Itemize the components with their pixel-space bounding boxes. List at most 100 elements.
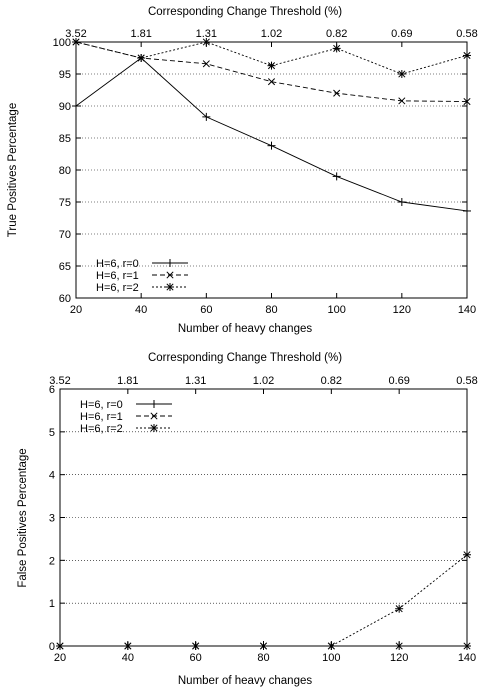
chart-x-axis-title: Number of heavy changes — [178, 675, 312, 687]
y-tick-label: 60 — [59, 293, 71, 305]
y-tick-label: 3 — [49, 513, 55, 525]
x2-tick-label: 0.82 — [321, 375, 342, 387]
data-point — [397, 70, 406, 78]
legend-marker — [166, 259, 174, 267]
marker-stroke — [192, 642, 200, 650]
data-point — [332, 172, 341, 181]
marker-stroke — [333, 44, 341, 52]
series-line-2 — [60, 554, 468, 647]
x2-tick-label: 0.58 — [456, 28, 477, 40]
y-tick-label: 70 — [59, 229, 71, 241]
data-point — [56, 642, 64, 650]
marker-stroke — [395, 605, 403, 613]
y-tick-label: 85 — [59, 133, 71, 145]
y-tick-label: 75 — [59, 197, 71, 209]
data-point — [395, 642, 403, 650]
data-point — [267, 61, 276, 70]
marker-stroke — [150, 424, 158, 432]
data-point — [463, 642, 471, 650]
data-point — [123, 642, 132, 650]
marker-stroke — [166, 271, 174, 279]
data-point — [259, 642, 268, 650]
x2-tick-label: 1.02 — [261, 28, 282, 40]
marker-stroke — [463, 51, 471, 59]
chart-y-axis-title: False Positives Percentage — [17, 448, 29, 587]
x2-tick-label: 1.31 — [185, 375, 206, 387]
x2-tick-label: 1.02 — [253, 375, 274, 387]
legend-label: H=6, r=0 — [96, 258, 139, 270]
true-positives-chart: Corresponding Change Threshold (%) Numbe… — [7, 6, 478, 335]
x-tick-label: 100 — [322, 652, 340, 664]
marker-stroke — [56, 642, 64, 650]
data-point — [202, 112, 211, 121]
data-point — [202, 38, 211, 46]
x-tick-label: 120 — [393, 304, 411, 316]
false-positives-chart: Corresponding Change Threshold (%) Numbe… — [17, 352, 478, 687]
data-point — [267, 78, 276, 86]
chart-top-axis-title: Corresponding Change Threshold (%) — [148, 6, 342, 18]
data-point — [72, 102, 80, 110]
y-tick-label: 95 — [59, 69, 71, 81]
marker-stroke — [267, 62, 276, 70]
marker-stroke — [395, 642, 403, 650]
x2-tick-label: 1.81 — [117, 375, 138, 387]
data-point — [191, 642, 200, 650]
y-tick-label: 0 — [49, 641, 55, 653]
legend-label: H=6, r=1 — [80, 411, 123, 423]
x-tick-label: 100 — [327, 304, 345, 316]
x-tick-label: 60 — [200, 304, 212, 316]
marker-stroke — [267, 78, 276, 86]
legend-marker — [150, 412, 158, 420]
x2-tick-label: 0.58 — [456, 375, 477, 387]
x2-tick-label: 0.69 — [388, 375, 409, 387]
y-tick-label: 4 — [49, 470, 55, 482]
data-point — [333, 89, 341, 97]
data-point — [202, 60, 210, 68]
y-tick-label: 100 — [53, 37, 71, 49]
x-tick-label: 140 — [458, 304, 476, 316]
y-tick-label: 6 — [49, 384, 55, 396]
data-point — [398, 97, 406, 105]
marker-stroke — [463, 642, 471, 650]
marker-stroke — [463, 551, 471, 559]
marker-stroke — [259, 642, 268, 650]
y-tick-label: 90 — [59, 101, 71, 113]
y-tick-label: 5 — [49, 427, 55, 439]
data-point — [463, 206, 471, 215]
marker-stroke — [463, 97, 471, 106]
data-point — [395, 604, 404, 613]
x2-tick-label: 3.52 — [65, 28, 86, 40]
legend-label: H=6, r=1 — [96, 270, 139, 282]
x2-tick-label: 1.31 — [196, 28, 217, 40]
x-tick-label: 140 — [458, 652, 476, 664]
marker-stroke — [202, 60, 210, 68]
x-tick-label: 60 — [190, 652, 202, 664]
data-point — [327, 642, 336, 650]
chart-x-axis-title: Number of heavy changes — [178, 323, 312, 335]
legend-marker — [150, 424, 158, 432]
legend-marker — [166, 283, 174, 291]
marker-stroke — [333, 89, 341, 97]
data-point — [267, 141, 276, 150]
y-tick-label: 1 — [49, 598, 55, 610]
y-tick-label: 65 — [59, 261, 71, 273]
data-point — [463, 550, 471, 559]
marker-stroke — [72, 38, 80, 46]
marker-stroke — [137, 54, 145, 62]
x2-tick-label: 0.82 — [326, 28, 347, 40]
data-point — [332, 44, 341, 53]
marker-stroke — [327, 642, 335, 650]
marker-stroke — [202, 38, 210, 46]
data-point — [137, 54, 146, 62]
marker-stroke — [124, 642, 132, 650]
legend-label: H=6, r=2 — [80, 423, 123, 435]
chart-y-axis-title: True Positives Percentage — [7, 103, 19, 237]
marker-stroke — [398, 70, 406, 78]
chart-top-axis-title: Corresponding Change Threshold (%) — [148, 352, 342, 364]
x2-tick-label: 1.81 — [130, 28, 151, 40]
marker-stroke — [166, 283, 174, 291]
x-tick-label: 20 — [70, 304, 82, 316]
legend-label: H=6, r=0 — [80, 399, 123, 411]
x-tick-label: 120 — [390, 652, 408, 664]
